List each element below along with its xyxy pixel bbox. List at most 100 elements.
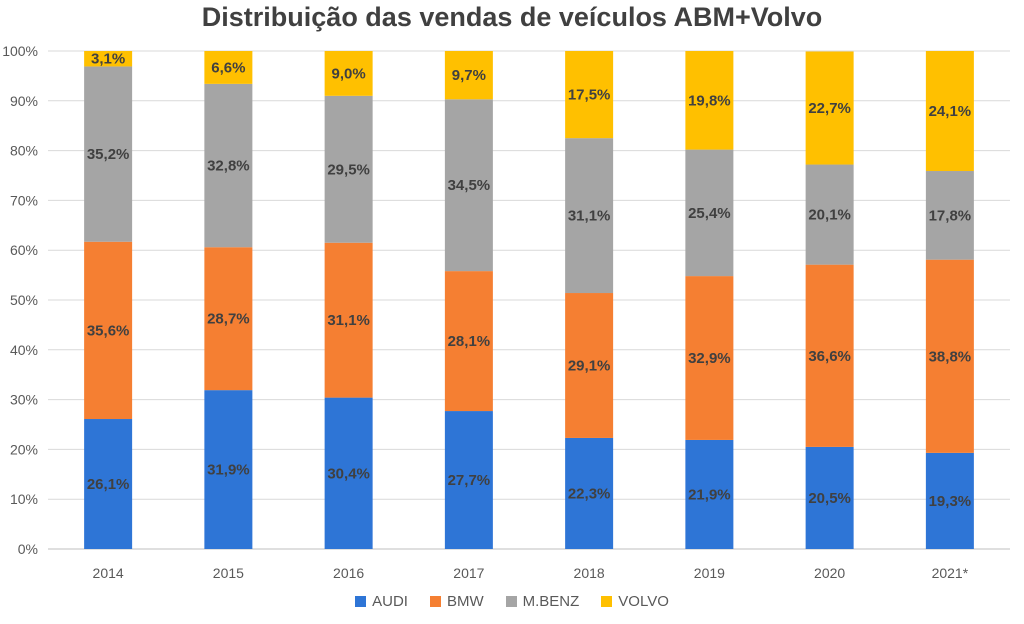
x-tick-label: 2021* xyxy=(932,565,969,581)
bar-segment-audi xyxy=(685,439,734,549)
y-tick-label: 0% xyxy=(18,541,38,557)
bar-segment-volvo xyxy=(204,51,253,84)
data-label: 38,8% xyxy=(929,348,972,365)
legend-swatch xyxy=(355,596,367,607)
stacked-bar-chart: 0% 10% 20% 30% 40% 50% 60% 70% 80% 90% 100% 26,1% 3… xyxy=(2,43,1010,581)
data-label: 35,6% xyxy=(87,322,130,339)
bar-segment-volvo xyxy=(565,51,614,139)
bar-segment-audi xyxy=(805,446,854,549)
legend-label: AUDI xyxy=(372,593,408,610)
legend-label: BMW xyxy=(446,593,484,610)
data-label: 22,7% xyxy=(808,100,851,117)
data-label: 3,1% xyxy=(91,51,125,68)
legend-item: M.BENZ xyxy=(505,593,580,610)
data-label: 17,8% xyxy=(929,207,972,224)
bar-segment-volvo xyxy=(324,51,373,96)
legend: AUDI BMW M.BENZ VOLVO xyxy=(0,593,1024,610)
data-label: 31,9% xyxy=(207,462,250,479)
bar-segment-audi xyxy=(204,390,253,549)
y-tick-label: 80% xyxy=(10,143,38,159)
bar-segment-audi xyxy=(84,419,133,549)
y-tick-label: 50% xyxy=(10,292,38,308)
data-label: 9,0% xyxy=(332,65,366,82)
data-label: 21,9% xyxy=(688,486,731,503)
legend-swatch xyxy=(601,596,613,607)
bar-segment-volvo xyxy=(685,51,734,150)
data-label: 25,4% xyxy=(688,205,731,222)
data-label: 17,5% xyxy=(568,87,611,104)
y-tick-label: 30% xyxy=(10,392,38,408)
bars: 26,1% 35,6% 35,2% 3,1% 31,9% 28,7% 32,8% 6,6% 30… xyxy=(84,51,974,549)
bar-segment-bmw xyxy=(925,259,974,453)
bar-segment-volvo xyxy=(84,51,133,67)
legend-swatch xyxy=(429,596,441,607)
data-label: 32,9% xyxy=(688,350,731,367)
legend-label: VOLVO xyxy=(618,593,669,610)
data-label: 20,1% xyxy=(808,207,851,224)
data-label: 19,3% xyxy=(929,493,972,510)
bar-segment-bmw xyxy=(565,293,614,438)
y-tick-label: 90% xyxy=(10,93,38,109)
data-label: 30,4% xyxy=(327,465,370,482)
bar-segment-m-benz xyxy=(805,164,854,265)
x-tick-label: 2017 xyxy=(453,565,484,581)
data-label: 31,1% xyxy=(327,312,370,329)
data-label: 24,1% xyxy=(929,103,972,120)
bar-segment-m-benz xyxy=(925,171,974,260)
data-label: 28,7% xyxy=(207,311,250,328)
bar-segment-bmw xyxy=(84,241,133,420)
x-tick-label: 2016 xyxy=(333,565,364,581)
bar-segment-m-benz xyxy=(685,149,734,277)
y-tick-label: 20% xyxy=(10,441,38,457)
bar-segment-volvo xyxy=(925,51,974,172)
data-label: 22,3% xyxy=(568,485,611,502)
bar-segment-audi xyxy=(444,411,493,549)
data-label: 26,1% xyxy=(87,476,130,493)
bar-segment-bmw xyxy=(444,271,493,412)
bar-segment-bmw xyxy=(204,247,253,391)
bar-segment-m-benz xyxy=(324,95,373,243)
x-tick-label: 2014 xyxy=(93,565,124,581)
data-label: 34,5% xyxy=(448,177,491,194)
data-label: 27,7% xyxy=(448,472,491,489)
gridlines xyxy=(48,50,1010,550)
x-tick-label: 2015 xyxy=(213,565,244,581)
data-label: 9,7% xyxy=(452,67,486,84)
data-label: 29,5% xyxy=(327,161,370,178)
bar-segment-volvo xyxy=(444,51,493,100)
bar-segment-bmw xyxy=(324,242,373,398)
data-label: 20,5% xyxy=(808,490,851,507)
bar-segment-audi xyxy=(324,397,373,549)
bar-segment-bmw xyxy=(805,264,854,447)
x-tick-label: 2019 xyxy=(694,565,725,581)
data-label: 6,6% xyxy=(211,59,245,76)
y-tick-label: 40% xyxy=(10,342,38,358)
y-tick-label: 100% xyxy=(2,43,38,59)
bar-segment-m-benz xyxy=(444,99,493,272)
y-axis: 0% 10% 20% 30% 40% 50% 60% 70% 80% 90% 100% xyxy=(2,43,38,557)
legend-item: AUDI xyxy=(355,593,408,610)
bar-segment-volvo xyxy=(805,51,854,165)
legend-label: M.BENZ xyxy=(522,593,580,610)
bar-segment-audi xyxy=(565,437,614,549)
data-label: 32,8% xyxy=(207,158,250,175)
data-label: 31,1% xyxy=(568,208,611,225)
data-label: 29,1% xyxy=(568,357,611,374)
chart-title: Distribuição das vendas de veículos ABM+… xyxy=(201,2,823,32)
legend-item: VOLVO xyxy=(601,593,669,610)
bar-segment-m-benz xyxy=(84,66,133,242)
x-tick-label: 2020 xyxy=(814,565,845,581)
y-tick-label: 10% xyxy=(10,491,38,507)
legend-item: BMW xyxy=(429,593,484,610)
x-tick-label: 2018 xyxy=(574,565,605,581)
bar-segment-audi xyxy=(925,452,974,549)
bar-segment-bmw xyxy=(685,276,734,440)
legend-swatch xyxy=(505,596,517,607)
bar-segment-m-benz xyxy=(204,83,253,248)
bar-segment-m-benz xyxy=(565,138,614,294)
data-label: 28,1% xyxy=(448,333,491,350)
y-tick-label: 60% xyxy=(10,242,38,258)
data-label: 19,8% xyxy=(688,92,731,109)
x-axis: 2014 2015 2016 2017 2018 2019 2020 2021* xyxy=(93,565,969,581)
data-label: 35,2% xyxy=(87,146,130,163)
